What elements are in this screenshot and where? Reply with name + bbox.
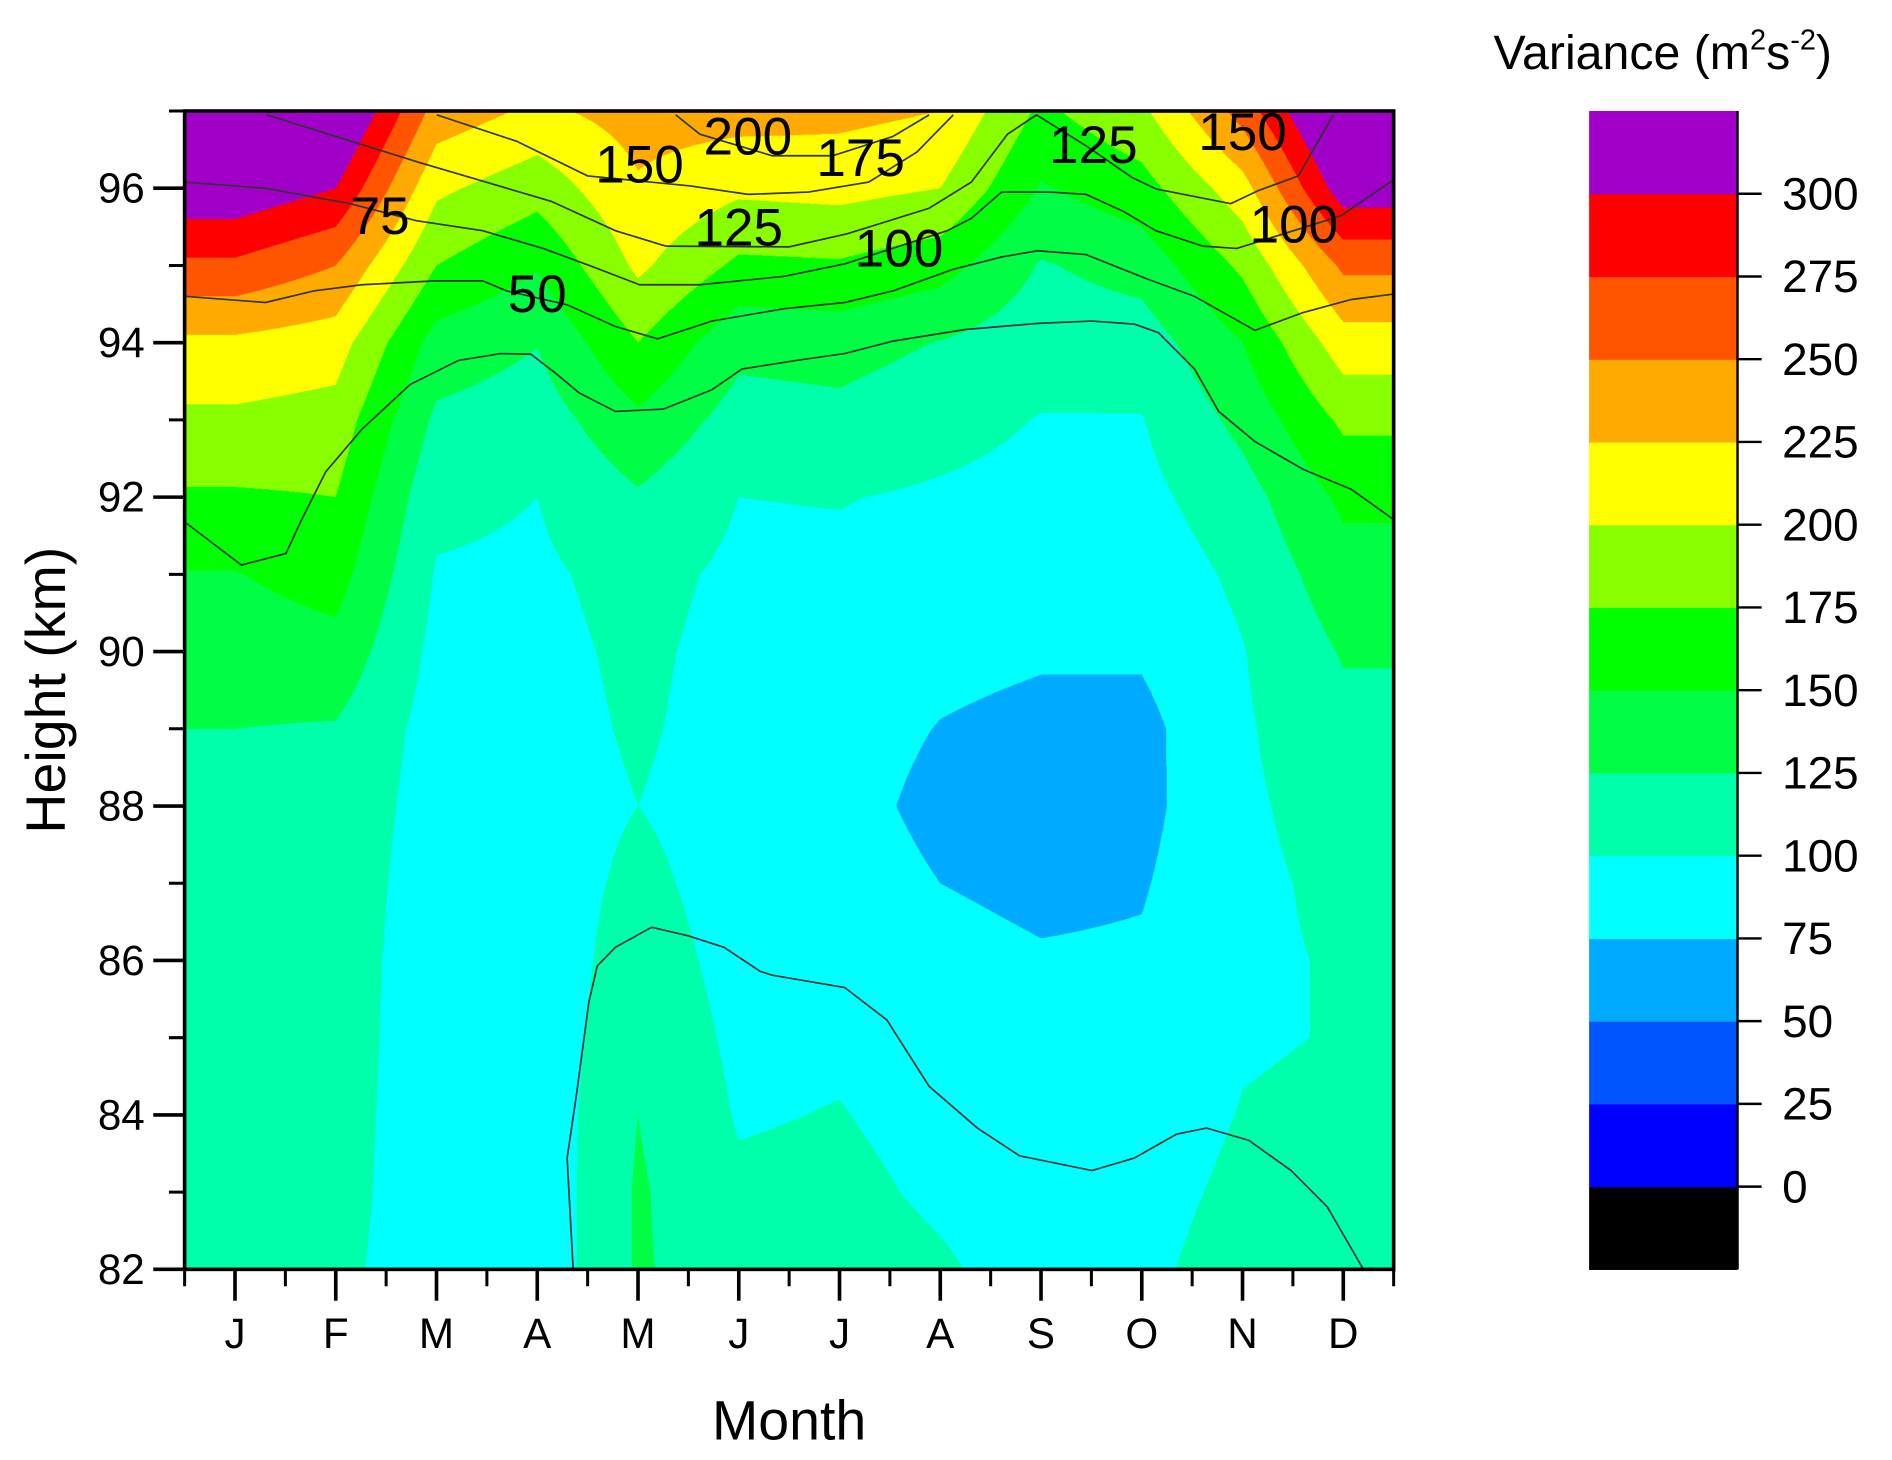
contour-line [184, 320, 1395, 566]
y-tick-label: 86 [98, 937, 145, 984]
colorbar-swatch [1589, 441, 1738, 526]
x-tick-label: N [1227, 1310, 1258, 1357]
y-tick-label: 96 [98, 165, 145, 212]
colorbar-tick-label: 150 [1782, 664, 1859, 716]
contour-lines [184, 114, 1395, 1270]
contour-label: 125 [694, 199, 783, 258]
contour-line [184, 249, 1394, 340]
colorbar-tick-label: 125 [1782, 747, 1859, 799]
x-tick-label: M [419, 1310, 454, 1357]
contour-line [266, 114, 1037, 248]
y-axis-title: Height (km) [15, 547, 77, 834]
y-tick-label: 84 [98, 1091, 145, 1138]
colorbar-tick-label: 75 [1782, 912, 1833, 964]
y-tick-label: 88 [98, 782, 145, 829]
colorbar-title-mid: s [1766, 26, 1790, 80]
contour-label: 75 [351, 187, 410, 246]
colorbar-title-prefix: Variance (m [1493, 26, 1750, 80]
colorbar-tick-label: 50 [1782, 995, 1833, 1047]
x-tick-label: S [1027, 1310, 1055, 1357]
x-axis-title: Month [712, 1389, 866, 1451]
colorbar-tick-label: 25 [1782, 1078, 1833, 1130]
colorbar-swatch [1589, 524, 1738, 609]
x-tick-label: M [620, 1310, 655, 1357]
x-tick-label: J [728, 1310, 749, 1357]
colorbar-tick-label: 0 [1782, 1160, 1808, 1212]
contour-label: 100 [855, 220, 944, 279]
colorbar-swatch [1589, 359, 1738, 443]
x-tick-label: A [926, 1310, 955, 1357]
contour-fill [184, 111, 1394, 1270]
colorbar-swatch [1589, 938, 1738, 1022]
contour-label: 175 [816, 129, 905, 188]
contour-label: 125 [1049, 116, 1138, 175]
y-tick-label: 92 [98, 474, 145, 521]
colorbar-tick-label: 225 [1782, 416, 1859, 468]
colorbar-swatch [1589, 111, 1738, 195]
y-tick-label: 82 [98, 1246, 145, 1293]
x-tick-label: F [323, 1310, 349, 1357]
contour-label: 100 [1250, 196, 1339, 255]
contour-label: 150 [595, 135, 684, 194]
colorbar: 0 25 50 75 100 125 150 175 200 225 250 275 300 [1589, 111, 1859, 1270]
colorbar-swatch [1589, 690, 1738, 774]
colorbar-tick-label: 175 [1782, 581, 1859, 633]
contour-label: 50 [508, 265, 567, 324]
colorbar-title-suffix: ) [1816, 26, 1832, 80]
colorbar-title-sup2: -2 [1790, 24, 1816, 56]
contour-label: 200 [704, 108, 793, 167]
colorbar-swatch [1589, 607, 1738, 691]
colorbar-swatch [1589, 1021, 1738, 1105]
contour-line [436, 114, 954, 196]
colorbar-tick-label: 100 [1782, 829, 1859, 881]
colorbar-swatch [1589, 855, 1738, 940]
colorbar-swatch [1589, 772, 1738, 857]
colorbar-tick-label: 200 [1782, 498, 1859, 550]
colorbar-tick-label: 250 [1782, 333, 1859, 385]
x-tick-label: A [523, 1310, 552, 1357]
contour-line [1036, 114, 1335, 205]
colorbar-title-sup1: 2 [1750, 24, 1766, 56]
contour-line [675, 114, 930, 157]
colorbar-tick-label: 275 [1782, 250, 1859, 302]
colorbar-swatch [1589, 1103, 1738, 1188]
x-tick-label: J [829, 1310, 850, 1357]
x-tick-label: O [1125, 1310, 1158, 1357]
x-tick-label: J [224, 1310, 245, 1357]
colorbar-swatch [1589, 276, 1738, 360]
contour-line [184, 179, 1395, 286]
colorbar-swatch [1589, 1186, 1738, 1270]
colorbar-tick-label: 300 [1782, 167, 1859, 219]
y-axis: 82 84 86 88 90 92 94 96 [98, 109, 185, 1293]
colorbar-swatch [1589, 193, 1738, 278]
y-tick-label: 94 [98, 319, 145, 366]
y-tick-label: 90 [98, 628, 145, 675]
colorbar-title: Variance (m2s-2) [1493, 24, 1832, 79]
contour-line [566, 926, 1365, 1270]
x-tick-label: D [1328, 1310, 1359, 1357]
